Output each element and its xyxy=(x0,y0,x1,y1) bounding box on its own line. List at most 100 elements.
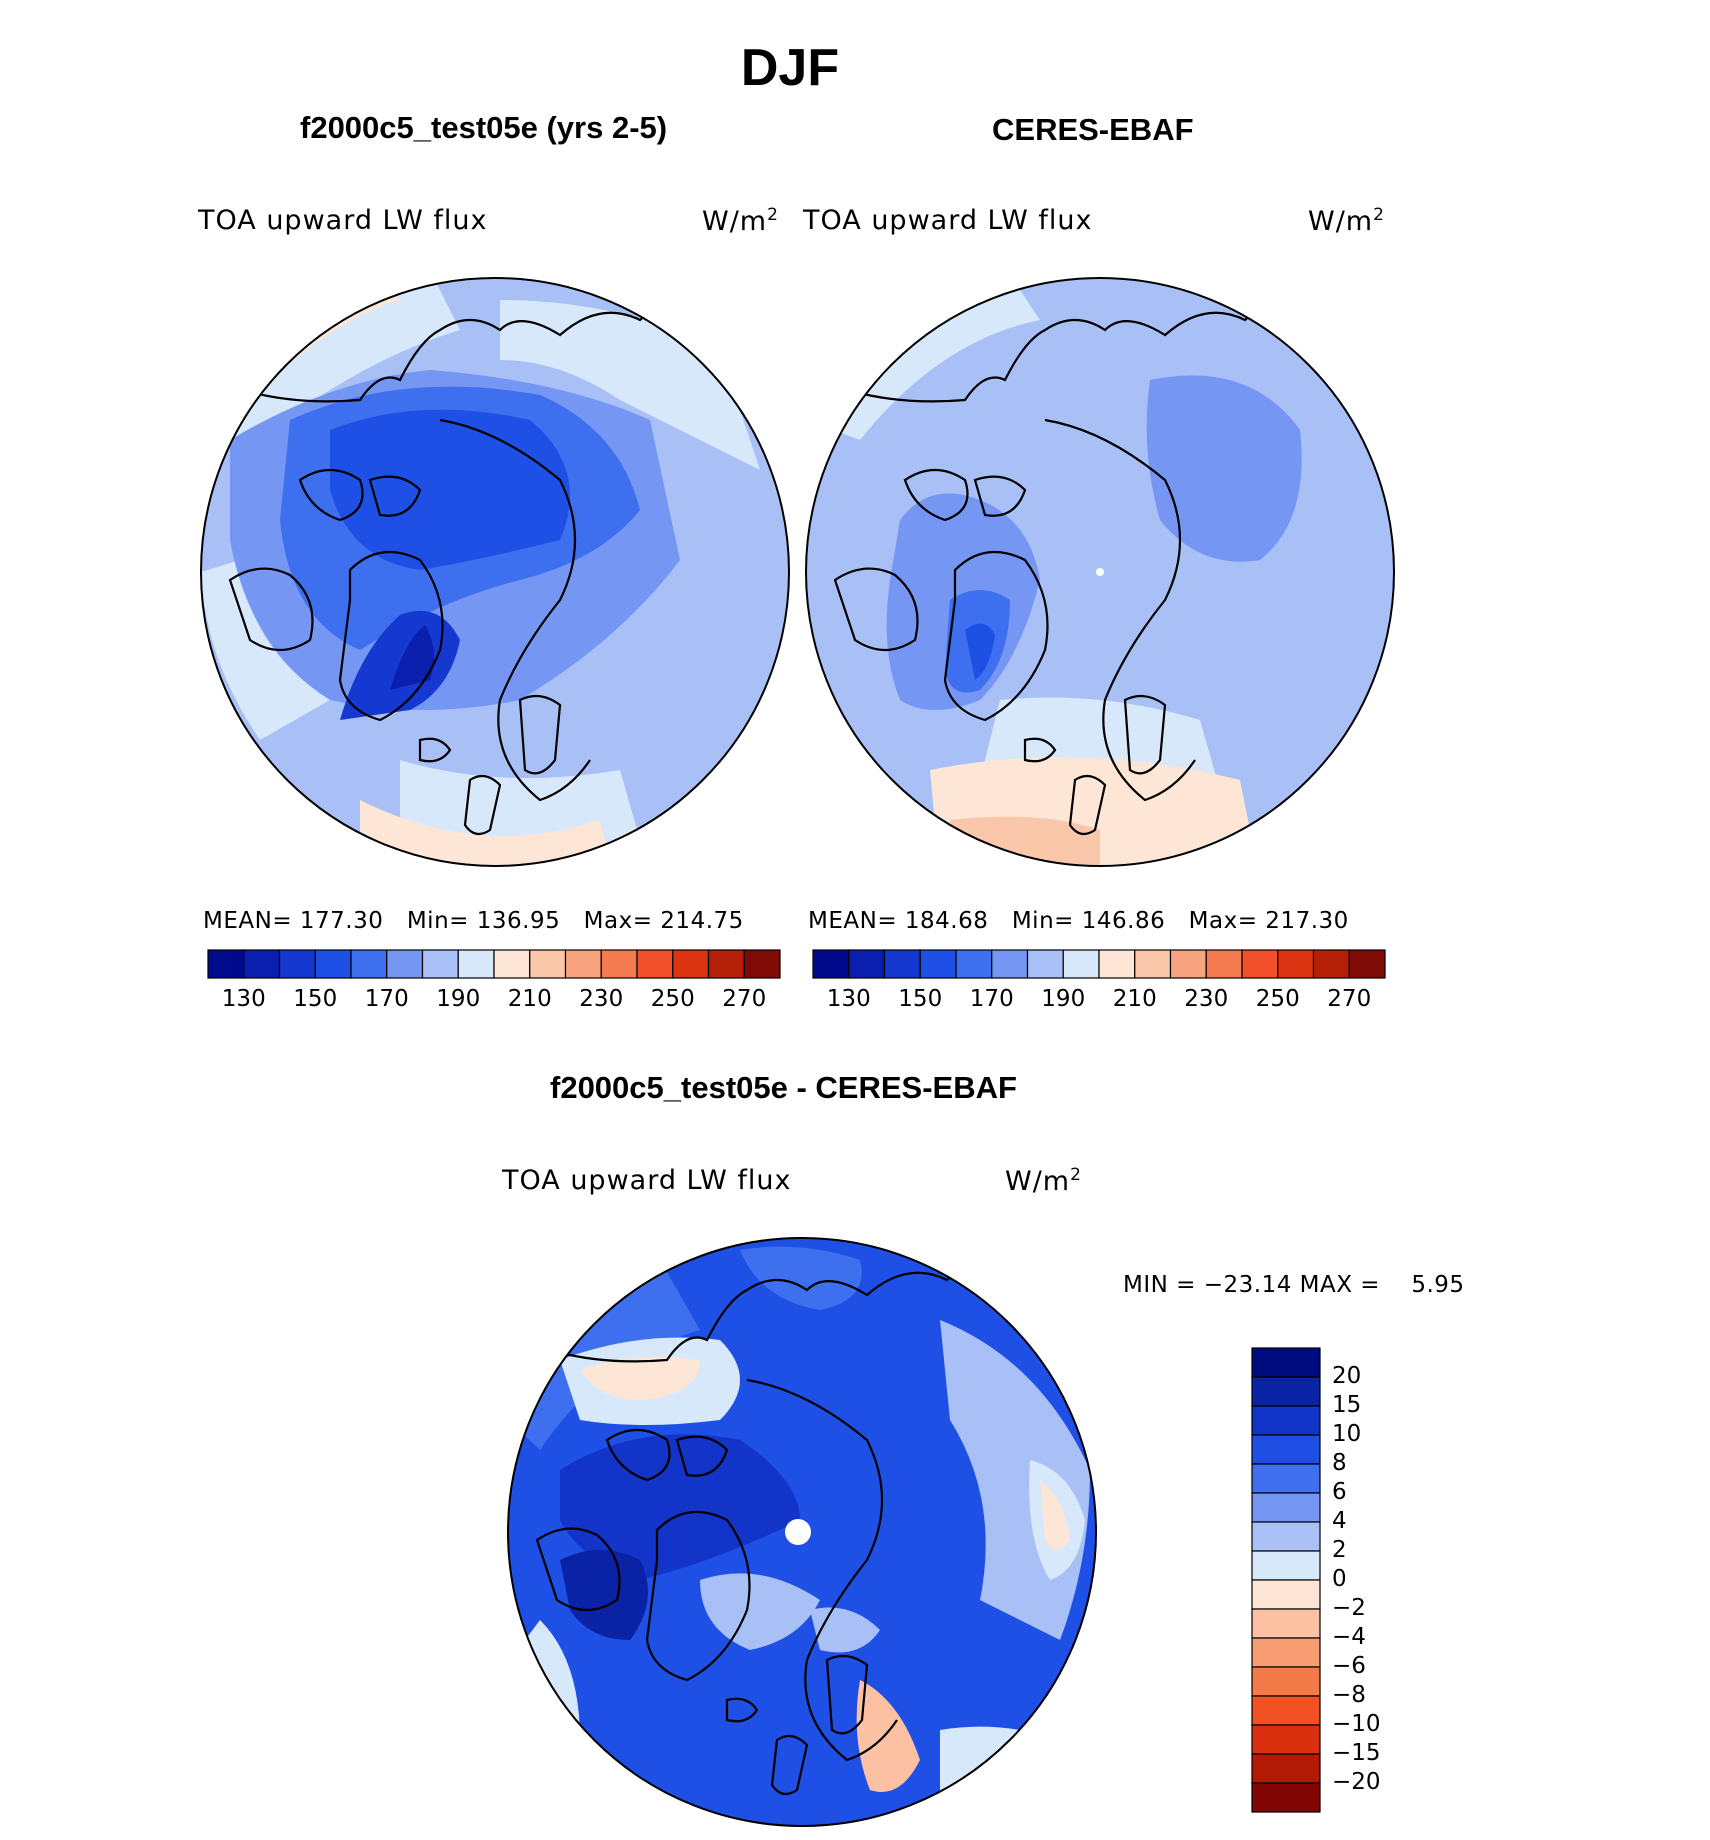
colorbar-diff-tick-label: 2 xyxy=(1332,1537,1347,1563)
colorbar-model-swatch xyxy=(386,949,424,979)
colorbar-diff-swatch xyxy=(1251,1753,1321,1784)
colorbar-model-swatch xyxy=(564,949,602,979)
colorbar-diff-tick-label: 10 xyxy=(1332,1421,1362,1447)
colorbar-obs-swatch xyxy=(883,949,921,979)
colorbar-obs-tick-label: 130 xyxy=(826,986,871,1012)
colorbar-diff-tick-label: 6 xyxy=(1332,1479,1347,1505)
colorbar-model-tick-label: 190 xyxy=(436,986,481,1012)
coastlines-model xyxy=(228,307,691,836)
colorbar-diff-swatch xyxy=(1251,1608,1321,1639)
colorbar-obs-swatch xyxy=(1205,949,1243,979)
colorbar-obs-swatch xyxy=(812,949,850,979)
colorbar-model-swatch xyxy=(600,949,638,979)
panel-title-obs: CERES-EBAF xyxy=(992,112,1194,147)
colorbar-diff-swatch xyxy=(1251,1463,1321,1494)
colorbar-diff-tick-label: 20 xyxy=(1332,1363,1362,1389)
colorbar-diff-swatch xyxy=(1251,1666,1321,1697)
colorbar-obs-tick-label: 170 xyxy=(969,986,1014,1012)
colorbar-diff-swatch xyxy=(1251,1521,1321,1552)
colorbar-obs-swatch xyxy=(1098,949,1136,979)
colorbar-obs-swatch xyxy=(1062,949,1100,979)
variable-label-model: TOA upward LW flux xyxy=(198,205,488,236)
colorbar-model-swatch xyxy=(207,949,245,979)
colorbar-model-tick-label: 250 xyxy=(650,986,695,1012)
colorbar-model-swatch xyxy=(672,949,710,979)
colorbar-diff-tick-label: −15 xyxy=(1332,1740,1381,1766)
colorbar-obs-swatch xyxy=(1241,949,1279,979)
colorbar-model-tick-label: 270 xyxy=(722,986,767,1012)
colorbar-obs-swatch xyxy=(1312,949,1350,979)
stats-obs: MEAN= 184.68 Min= 146.86 Max= 217.30 xyxy=(808,908,1349,934)
colorbar-diff-swatch xyxy=(1251,1782,1321,1813)
colorbar-diff-tick-label: −20 xyxy=(1332,1769,1381,1795)
colorbar-diff-tick-label: −4 xyxy=(1332,1624,1366,1650)
colorbar-diff-swatch xyxy=(1251,1434,1321,1465)
colorbar-diff-tick-label: −10 xyxy=(1332,1711,1381,1737)
colorbar-obs-swatch xyxy=(955,949,993,979)
colorbar-obs-swatch xyxy=(1134,949,1172,979)
colorbar-model-swatch xyxy=(636,949,674,979)
colorbar-model-tick-label: 130 xyxy=(221,986,266,1012)
colorbar-diff xyxy=(1251,1347,1321,1813)
colorbar-obs xyxy=(812,949,1386,979)
figure-title: DJF xyxy=(740,39,840,97)
colorbar-model-tick-label: 150 xyxy=(293,986,338,1012)
colorbar-diff-swatch xyxy=(1251,1492,1321,1523)
colorbar-model-swatch xyxy=(421,949,459,979)
colorbar-diff-swatch xyxy=(1251,1550,1321,1581)
map-obs xyxy=(806,278,1394,866)
colorbar-model-swatch xyxy=(707,949,745,979)
colorbar-obs-swatch xyxy=(848,949,886,979)
colorbar-model-swatch xyxy=(493,949,531,979)
colorbar-model-swatch xyxy=(243,949,281,979)
colorbar-diff-swatch xyxy=(1251,1376,1321,1407)
colorbar-diff-tick-label: 4 xyxy=(1332,1508,1347,1534)
colorbar-model-swatch xyxy=(314,949,352,979)
variable-label-obs: TOA upward LW flux xyxy=(803,205,1093,236)
colorbar-diff-swatch xyxy=(1251,1405,1321,1436)
units-label-model: W/m2 xyxy=(702,205,779,237)
colorbar-model xyxy=(207,949,781,979)
stats-model: MEAN= 177.30 Min= 136.95 Max= 214.75 xyxy=(203,908,744,934)
colorbar-diff-swatch xyxy=(1251,1579,1321,1610)
colorbar-obs-tick-label: 190 xyxy=(1041,986,1086,1012)
colorbar-obs-tick-label: 150 xyxy=(898,986,943,1012)
colorbar-obs-swatch xyxy=(1169,949,1207,979)
units-label-obs: W/m2 xyxy=(1308,205,1385,237)
panel-title-diff: f2000c5_test05e - CERES-EBAF xyxy=(550,1070,1017,1105)
colorbar-model-swatch xyxy=(457,949,495,979)
variable-label-diff: TOA upward LW flux xyxy=(502,1165,792,1196)
colorbar-obs-swatch xyxy=(919,949,957,979)
minmax-diff: MIN = −23.14 MAX = 5.95 xyxy=(1123,1272,1465,1298)
colorbar-model-tick-label: 230 xyxy=(579,986,624,1012)
colorbar-obs-tick-label: 230 xyxy=(1184,986,1229,1012)
colorbar-model-swatch xyxy=(743,949,781,979)
coastlines-obs xyxy=(833,307,1296,836)
colorbar-diff-swatch xyxy=(1251,1637,1321,1668)
colorbar-diff-tick-label: −8 xyxy=(1332,1682,1366,1708)
colorbar-diff-tick-label: −6 xyxy=(1332,1653,1366,1679)
colorbar-diff-tick-label: 0 xyxy=(1332,1566,1347,1592)
panel-title-model: f2000c5_test05e (yrs 2-5) xyxy=(300,110,668,145)
colorbar-diff-swatch xyxy=(1251,1724,1321,1755)
colorbar-obs-swatch xyxy=(1026,949,1064,979)
colorbar-obs-swatch xyxy=(1277,949,1315,979)
colorbar-diff-swatch xyxy=(1251,1347,1321,1378)
colorbar-obs-tick-label: 210 xyxy=(1112,986,1157,1012)
colorbar-obs-tick-label: 270 xyxy=(1327,986,1372,1012)
colorbar-model-swatch xyxy=(529,949,567,979)
units-label-diff: W/m2 xyxy=(1005,1165,1082,1197)
colorbar-diff-tick-label: 15 xyxy=(1332,1392,1362,1418)
colorbar-diff-swatch xyxy=(1251,1695,1321,1726)
colorbar-obs-swatch xyxy=(1348,949,1386,979)
colorbar-diff-tick-label: 8 xyxy=(1332,1450,1347,1476)
colorbar-model-tick-label: 170 xyxy=(364,986,409,1012)
colorbar-model-tick-label: 210 xyxy=(507,986,552,1012)
colorbar-model-swatch xyxy=(278,949,316,979)
colorbar-diff-tick-label: −2 xyxy=(1332,1595,1366,1621)
colorbar-obs-swatch xyxy=(991,949,1029,979)
colorbar-model-swatch xyxy=(350,949,388,979)
colorbar-obs-tick-label: 250 xyxy=(1255,986,1300,1012)
coastlines-diff xyxy=(535,1267,998,1796)
